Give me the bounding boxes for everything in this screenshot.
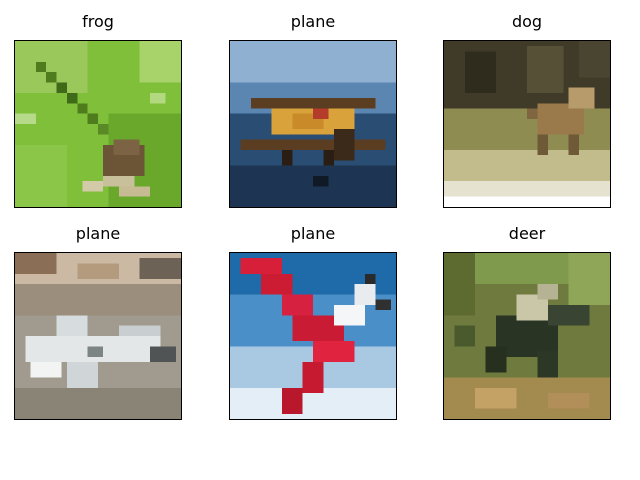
panel-image-plane [229, 252, 397, 420]
panel-title: dog [511, 12, 543, 31]
panel-image-frog [14, 40, 182, 208]
panel-title: frog [82, 12, 114, 31]
panel-image-plane [229, 40, 397, 208]
panel-title: plane [290, 12, 336, 31]
panel-image-deer [443, 252, 611, 420]
panel-image-plane [14, 252, 182, 420]
panel-title: plane [75, 224, 121, 243]
panel-image-dog [443, 40, 611, 208]
panel-title: deer [508, 224, 546, 243]
panel-title: plane [290, 224, 336, 243]
